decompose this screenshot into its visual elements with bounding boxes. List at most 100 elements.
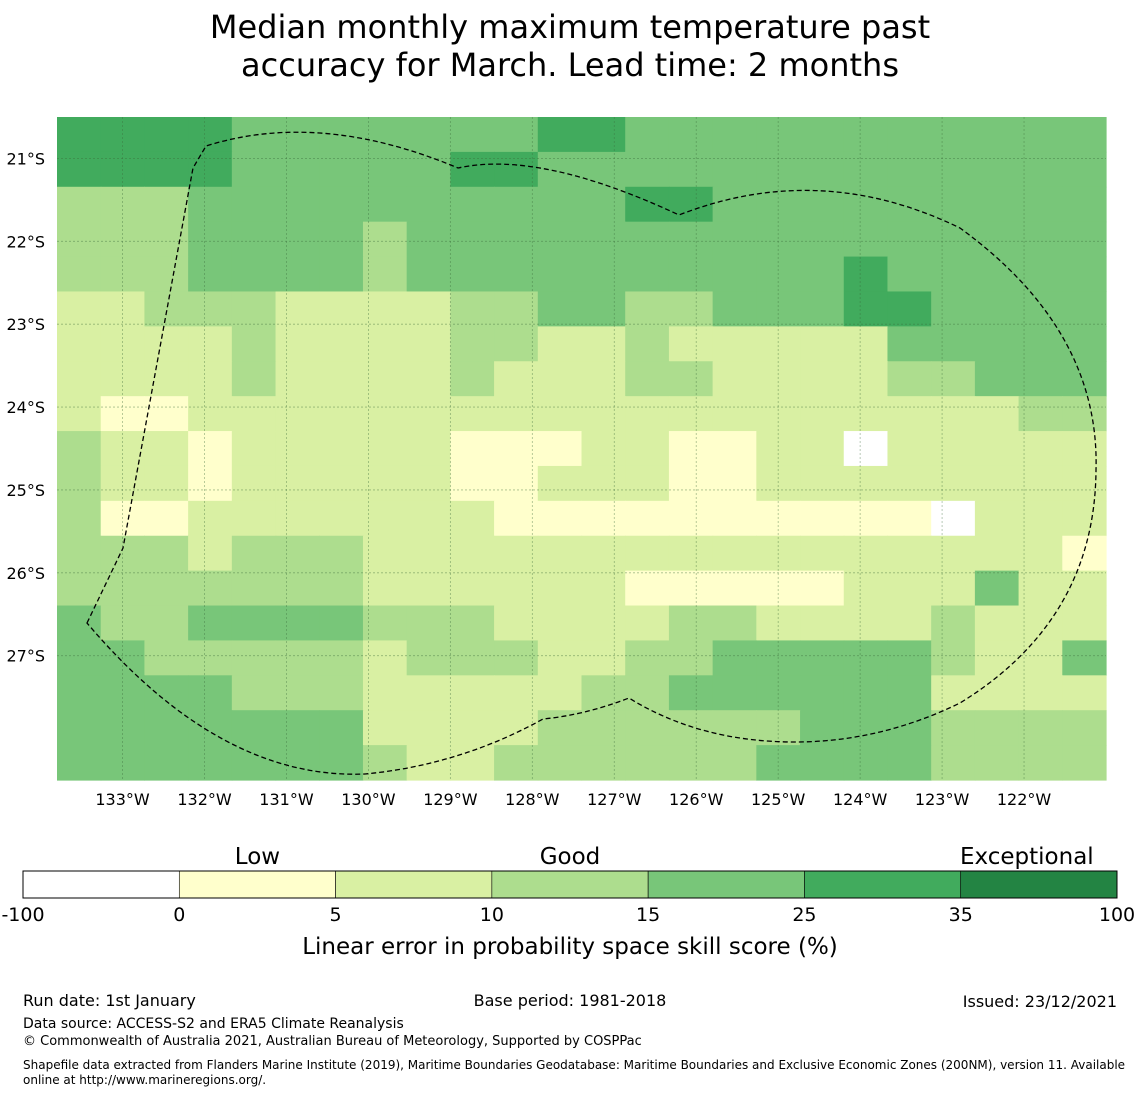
grid-cell <box>843 570 889 607</box>
grid-cell <box>231 535 277 572</box>
grid-cell <box>625 640 670 676</box>
grid-cell <box>1018 675 1063 711</box>
grid-cell <box>100 396 146 432</box>
grid-cell <box>144 640 189 676</box>
grid-cell <box>756 675 801 711</box>
grid-cell <box>581 640 626 676</box>
grid-cell <box>887 465 932 502</box>
grid-cell <box>362 361 408 397</box>
grid-cell <box>800 640 845 676</box>
grid-cell <box>144 221 189 258</box>
grid-cell <box>362 221 408 258</box>
grid-cell <box>668 396 714 432</box>
grid-cell <box>450 396 495 432</box>
colorbar-category-labels: Low Good Exceptional <box>235 844 1094 870</box>
grid-cell <box>1062 256 1107 293</box>
grid-cell <box>275 186 320 223</box>
grid-cell <box>931 535 976 572</box>
grid-cell <box>362 396 408 432</box>
grid-cell <box>100 465 146 502</box>
grid-cell <box>581 221 626 258</box>
grid-cell <box>887 186 932 223</box>
grid-cell <box>974 465 1020 502</box>
grid-cell <box>712 291 757 327</box>
grid-cell <box>1062 710 1107 746</box>
grid-cell <box>581 710 626 746</box>
grid-cell <box>1062 745 1107 781</box>
grid-cell <box>843 745 889 781</box>
grid-cell <box>625 151 670 188</box>
grid-cell <box>756 186 801 223</box>
grid-cell <box>188 431 233 467</box>
grid-cell <box>144 151 189 188</box>
grid-cell <box>974 361 1020 397</box>
grid-cell <box>362 500 408 537</box>
grid-cell <box>1062 151 1107 188</box>
grid-cell <box>1062 605 1107 642</box>
grid-cell <box>275 640 320 676</box>
grid-cell <box>188 291 233 327</box>
grid-cell <box>100 291 146 327</box>
grid-cell <box>1018 396 1063 432</box>
grid-cell <box>756 256 801 293</box>
x-tick-label: 133°W <box>95 790 150 809</box>
grid-cell <box>450 221 495 258</box>
grid-cell <box>406 221 451 258</box>
grid-cell <box>406 570 451 607</box>
grid-cell <box>144 396 189 432</box>
grid-cell <box>843 431 889 467</box>
grid-cell <box>362 640 408 676</box>
grid-cell <box>494 605 539 642</box>
grid-cell <box>800 221 845 258</box>
grid-cell <box>231 151 277 188</box>
grid-cell <box>887 640 932 676</box>
grid-cell <box>974 675 1020 711</box>
grid-cell <box>188 326 233 362</box>
colorbar-tick-label: -100 <box>1 904 44 926</box>
grid-cell <box>450 117 495 153</box>
grid-cell <box>625 361 670 397</box>
grid-cell <box>100 710 146 746</box>
x-tick-label: 126°W <box>669 790 724 809</box>
grid-cell <box>319 256 364 293</box>
copyright: © Commonwealth of Australia 2021, Austra… <box>23 1034 642 1049</box>
map-gridlines <box>57 117 1106 780</box>
grid-cell <box>406 186 451 223</box>
grid-cell <box>275 605 320 642</box>
colorbar-swatch <box>178 870 336 899</box>
grid-cell <box>319 431 364 467</box>
grid-cell <box>625 675 670 711</box>
grid-cell <box>625 221 670 258</box>
grid-cell <box>581 396 626 432</box>
grid-cell <box>144 117 189 153</box>
grid-cell <box>756 535 801 572</box>
grid-cell <box>625 500 670 537</box>
grid-cell <box>1018 570 1063 607</box>
grid-cell <box>188 605 233 642</box>
grid-cell <box>887 745 932 781</box>
grid-cell <box>625 431 670 467</box>
grid-cell <box>494 326 539 362</box>
grid-cell <box>57 396 102 432</box>
grid-cell <box>581 431 626 467</box>
grid-cell <box>974 117 1020 153</box>
grid-cell <box>100 745 146 781</box>
grid-cell <box>144 326 189 362</box>
grid-cell <box>57 256 102 293</box>
grid-cell <box>537 291 583 327</box>
grid-cell <box>887 361 932 397</box>
grid-cell <box>581 500 626 537</box>
grid-cell <box>275 151 320 188</box>
grid-cell <box>756 291 801 327</box>
grid-cell <box>537 361 583 397</box>
base-period: Base period: 1981-2018 <box>473 991 667 1010</box>
grid-cell <box>1062 675 1107 711</box>
grid-cell <box>231 675 277 711</box>
grid-cell <box>450 675 495 711</box>
grid-cell <box>494 675 539 711</box>
x-tick-label: 125°W <box>751 790 806 809</box>
grid-cell <box>974 291 1020 327</box>
grid-cell <box>362 326 408 362</box>
grid-cell <box>712 396 757 432</box>
grid-cell <box>1062 396 1107 432</box>
